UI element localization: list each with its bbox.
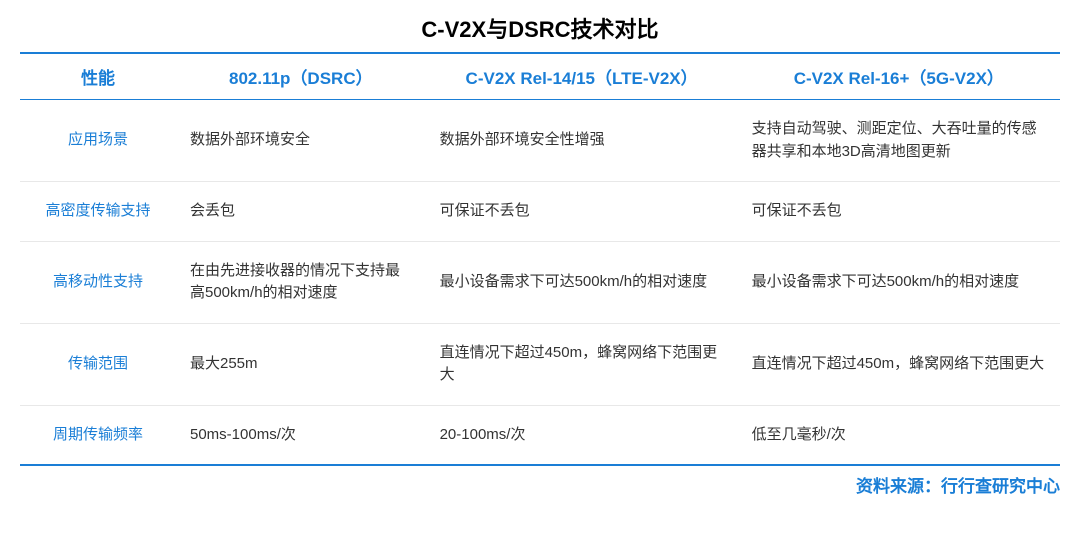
page-title: C-V2X与DSRC技术对比	[20, 12, 1060, 52]
col-header-5g: C-V2X Rel-16+（5G-V2X）	[738, 53, 1060, 100]
table-cell: 在由先进接收器的情况下支持最高500km/h的相对速度	[176, 241, 426, 323]
row-header: 高移动性支持	[20, 241, 176, 323]
source-label: 资料来源：行行查研究中心	[20, 466, 1060, 497]
table-cell: 最小设备需求下可达500km/h的相对速度	[738, 241, 1060, 323]
col-header-dsrc: 802.11p（DSRC）	[176, 53, 426, 100]
table-row: 高密度传输支持 会丢包 可保证不丢包 可保证不丢包	[20, 182, 1060, 242]
row-header: 周期传输频率	[20, 405, 176, 465]
table-row: 高移动性支持 在由先进接收器的情况下支持最高500km/h的相对速度 最小设备需…	[20, 241, 1060, 323]
table-cell: 直连情况下超过450m，蜂窝网络下范围更大	[426, 323, 738, 405]
table-cell: 可保证不丢包	[426, 182, 738, 242]
table-row: 传输范围 最大255m 直连情况下超过450m，蜂窝网络下范围更大 直连情况下超…	[20, 323, 1060, 405]
table-cell: 低至几毫秒/次	[738, 405, 1060, 465]
table-cell: 数据外部环境安全性增强	[426, 100, 738, 182]
table-header-row: 性能 802.11p（DSRC） C-V2X Rel-14/15（LTE-V2X…	[20, 53, 1060, 100]
table-cell: 直连情况下超过450m，蜂窝网络下范围更大	[738, 323, 1060, 405]
table-row: 应用场景 数据外部环境安全 数据外部环境安全性增强 支持自动驾驶、测距定位、大吞…	[20, 100, 1060, 182]
row-header: 高密度传输支持	[20, 182, 176, 242]
col-header-perf: 性能	[20, 53, 176, 100]
table-cell: 20-100ms/次	[426, 405, 738, 465]
row-header: 传输范围	[20, 323, 176, 405]
table-cell: 支持自动驾驶、测距定位、大吞吐量的传感器共享和本地3D高清地图更新	[738, 100, 1060, 182]
col-header-lte: C-V2X Rel-14/15（LTE-V2X）	[426, 53, 738, 100]
comparison-table: 性能 802.11p（DSRC） C-V2X Rel-14/15（LTE-V2X…	[20, 52, 1060, 466]
table-cell: 最小设备需求下可达500km/h的相对速度	[426, 241, 738, 323]
table-cell: 会丢包	[176, 182, 426, 242]
table-row: 周期传输频率 50ms-100ms/次 20-100ms/次 低至几毫秒/次	[20, 405, 1060, 465]
row-header: 应用场景	[20, 100, 176, 182]
table-cell: 数据外部环境安全	[176, 100, 426, 182]
table-cell: 可保证不丢包	[738, 182, 1060, 242]
table-cell: 最大255m	[176, 323, 426, 405]
table-cell: 50ms-100ms/次	[176, 405, 426, 465]
